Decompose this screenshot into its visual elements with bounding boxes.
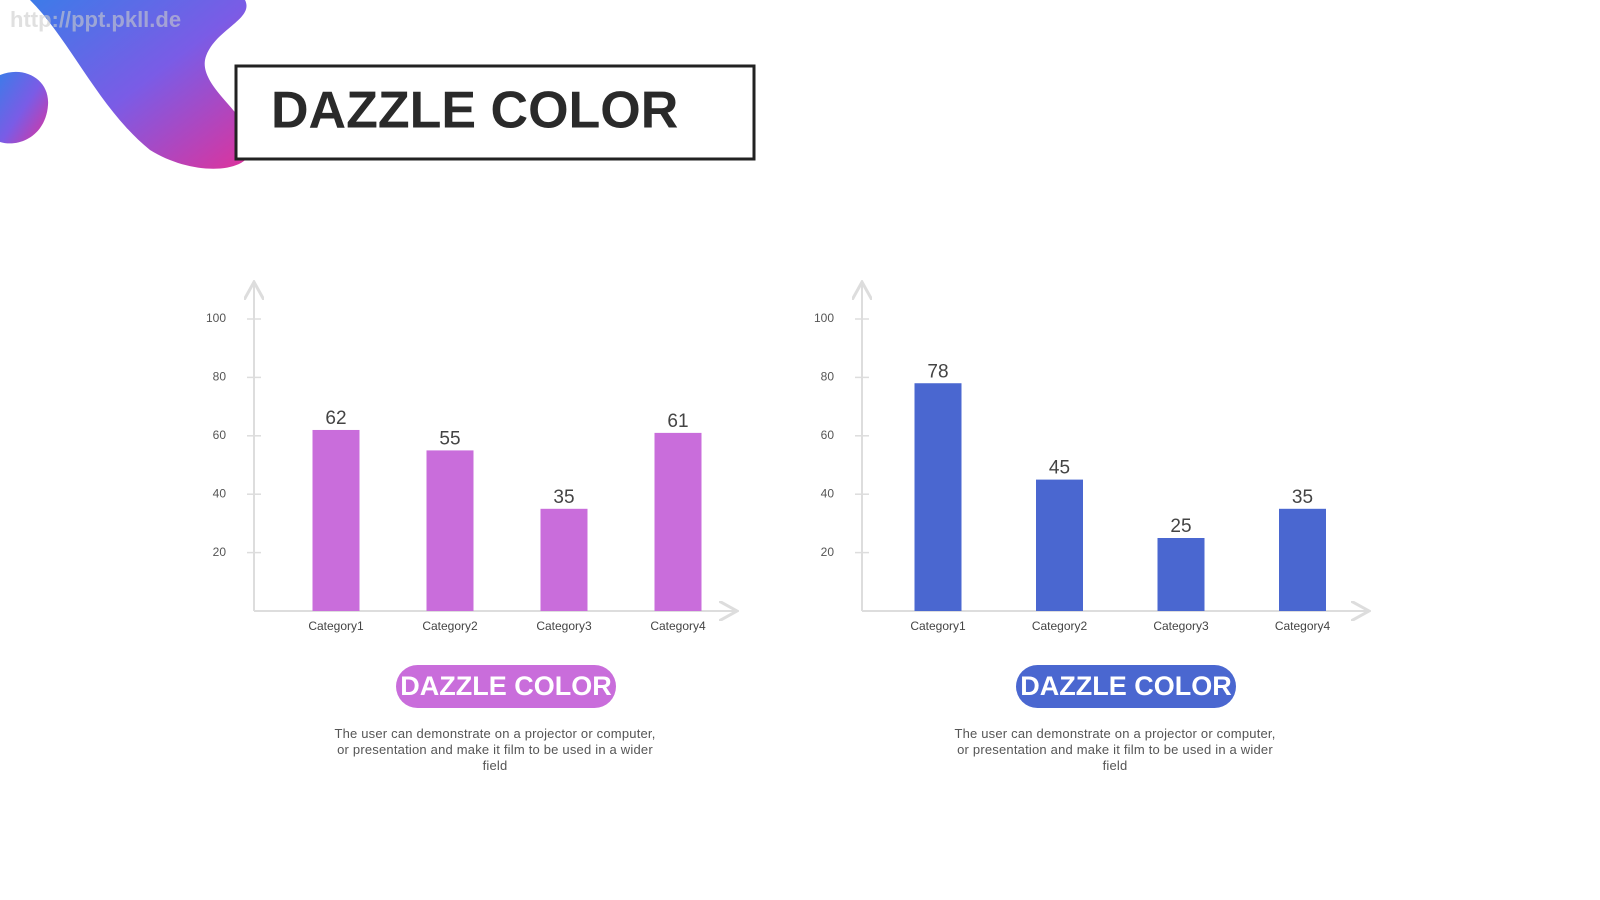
- y-tick-label: 40: [213, 486, 227, 500]
- caption-pill: [1016, 665, 1236, 708]
- watermark: http://ppt.pkll.de: [10, 7, 181, 32]
- caption-title: DAZZLE COLOR: [1020, 671, 1231, 701]
- data-label: 61: [667, 411, 688, 432]
- bar: [540, 508, 588, 611]
- bar: [426, 450, 474, 611]
- x-tick-label: Category3: [536, 619, 592, 633]
- page-title: DAZZLE COLOR: [271, 82, 678, 140]
- x-tick-label: Category3: [1153, 619, 1209, 633]
- caption-text: The user can demonstrate on a projector …: [954, 726, 1276, 773]
- y-tick-label: 20: [213, 545, 227, 559]
- decor-blob: [30, 0, 253, 169]
- bar: [312, 429, 360, 611]
- y-tick-label: 60: [213, 428, 227, 442]
- title-box: [234, 64, 756, 161]
- bar: [1157, 538, 1205, 611]
- decor-blob: [0, 71, 49, 144]
- data-label: 55: [439, 428, 460, 449]
- data-label: 35: [1292, 487, 1313, 508]
- bar: [654, 432, 702, 611]
- data-label: 45: [1049, 458, 1070, 479]
- data-label: 25: [1170, 516, 1191, 537]
- x-tick-label: Category1: [910, 619, 966, 633]
- y-tick-label: 80: [213, 370, 227, 384]
- x-tick-label: Category4: [1275, 619, 1331, 633]
- x-tick-label: Category2: [1032, 619, 1088, 633]
- y-tick-label: 40: [821, 486, 835, 500]
- x-tick-label: Category2: [422, 619, 478, 633]
- y-tick-label: 100: [206, 311, 226, 325]
- data-label: 78: [927, 361, 948, 382]
- x-tick-label: Category1: [308, 619, 364, 633]
- y-tick-label: 60: [821, 428, 835, 442]
- caption-text: The user can demonstrate on a projector …: [334, 726, 656, 773]
- caption-pill: [396, 665, 616, 708]
- data-label: 35: [553, 487, 574, 508]
- bar: [914, 383, 962, 611]
- x-tick-label: Category4: [650, 619, 706, 633]
- bar: [1279, 508, 1326, 611]
- y-tick-label: 80: [821, 370, 835, 384]
- y-tick-label: 20: [821, 545, 835, 559]
- y-tick-label: 100: [814, 311, 834, 325]
- data-label: 62: [325, 408, 346, 429]
- bar: [1036, 479, 1083, 611]
- caption-title: DAZZLE COLOR: [400, 671, 611, 701]
